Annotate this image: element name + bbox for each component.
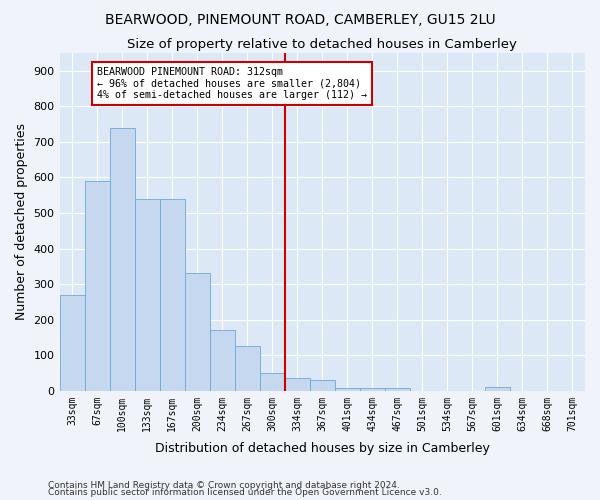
Bar (485, 387, 510, 391)
Bar (310, 380, 335, 391)
Bar (209, 330, 235, 391)
Bar (110, 128, 134, 391)
Text: BEARWOOD PINEMOUNT ROAD: 312sqm
← 96% of detached houses are smaller (2,804)
4% : BEARWOOD PINEMOUNT ROAD: 312sqm ← 96% of… (97, 68, 367, 100)
Bar (360, 388, 385, 391)
Text: Contains public sector information licensed under the Open Government Licence v3: Contains public sector information licen… (48, 488, 442, 497)
Text: BEARWOOD, PINEMOUNT ROAD, CAMBERLEY, GU15 2LU: BEARWOOD, PINEMOUNT ROAD, CAMBERLEY, GU1… (104, 12, 496, 26)
X-axis label: Distribution of detached houses by size in Camberley: Distribution of detached houses by size … (155, 442, 490, 455)
Bar (160, 199, 185, 391)
Bar (260, 373, 285, 391)
Bar (335, 388, 360, 391)
Title: Size of property relative to detached houses in Camberley: Size of property relative to detached ho… (127, 38, 517, 51)
Bar (134, 199, 160, 391)
Bar (185, 274, 209, 391)
Y-axis label: Number of detached properties: Number of detached properties (15, 124, 28, 320)
Bar (385, 388, 410, 391)
Bar (59, 295, 85, 391)
Bar (235, 346, 260, 391)
Text: Contains HM Land Registry data © Crown copyright and database right 2024.: Contains HM Land Registry data © Crown c… (48, 480, 400, 490)
Bar (285, 378, 310, 391)
Bar (85, 181, 110, 391)
